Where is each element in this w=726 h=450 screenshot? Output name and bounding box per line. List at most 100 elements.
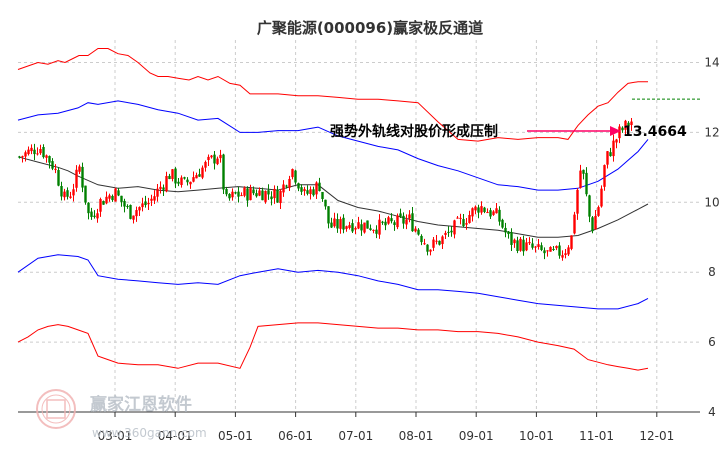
candle-body — [333, 218, 336, 227]
candle-body — [357, 222, 360, 229]
candle-body — [582, 169, 585, 174]
candle-body — [99, 199, 102, 212]
candle-body — [282, 184, 285, 193]
candle-body — [210, 155, 213, 158]
candle-body — [588, 195, 591, 217]
candle-body — [540, 245, 543, 250]
candle-body — [33, 149, 36, 155]
candle-body — [498, 209, 501, 222]
candle-body — [267, 190, 270, 195]
candle-body — [72, 189, 75, 196]
candle-body — [312, 189, 315, 196]
series-line-inner_upper — [17, 100, 649, 191]
candle-body — [528, 242, 531, 244]
candle-body — [207, 156, 210, 161]
candle-body — [591, 217, 594, 232]
candle-body — [396, 215, 399, 228]
candle-body — [330, 222, 333, 228]
candle-body — [252, 189, 255, 194]
candle-body — [552, 249, 555, 251]
candle-body — [546, 250, 549, 252]
x-tick-label: 03-01 — [98, 429, 133, 443]
candle-body — [537, 244, 540, 248]
candle-body — [615, 139, 618, 143]
candle-body — [147, 202, 150, 205]
y-tick-label: 12 — [704, 125, 719, 139]
candle-body — [483, 207, 486, 212]
candle-body — [384, 221, 387, 226]
candle-body — [249, 188, 252, 201]
candle-body — [45, 155, 48, 158]
candle-body — [609, 152, 612, 157]
candle-body — [489, 210, 492, 217]
candle-body — [138, 207, 141, 211]
candle-body — [135, 210, 138, 217]
candle-body — [627, 122, 630, 127]
x-tick-label: 09-01 — [459, 429, 494, 443]
candle-body — [201, 167, 204, 178]
candle-body — [621, 127, 624, 131]
y-tick-label: 14 — [704, 55, 719, 69]
candle-body — [309, 189, 312, 195]
y-tick-label: 6 — [708, 335, 716, 349]
candle-body — [480, 206, 483, 213]
series-line-outer_upper — [17, 48, 648, 142]
y-tick-label: 8 — [708, 265, 716, 279]
y-tick-label: 10 — [704, 195, 719, 209]
candle-body — [156, 188, 159, 197]
candle-body — [54, 168, 57, 170]
x-tick-label: 11-01 — [579, 429, 614, 443]
candle-body — [189, 181, 192, 185]
candle-body — [351, 223, 354, 232]
x-tick-label: 04-01 — [158, 429, 193, 443]
candle-body — [459, 217, 462, 219]
candle-body — [27, 149, 30, 155]
candle-body — [114, 188, 117, 202]
candle-body — [36, 153, 39, 155]
chart-title: 广聚能源(000096)赢家极反通道 — [257, 19, 483, 37]
candle-body — [456, 217, 459, 219]
candle-body — [162, 187, 165, 190]
candle-body — [132, 215, 135, 220]
watermark: 赢家江恩软件 www.360gann.com — [36, 389, 207, 440]
candle-body — [474, 206, 477, 211]
x-tick-label: 06-01 — [278, 429, 313, 443]
candle-body — [216, 158, 219, 165]
candle-body — [117, 190, 120, 196]
candle-body — [42, 146, 45, 158]
candle-body — [81, 166, 84, 188]
candle-body — [300, 187, 303, 192]
candle-body — [420, 235, 423, 243]
candle-body — [402, 215, 405, 224]
candle-body — [126, 205, 129, 207]
x-tick-label: 08-01 — [399, 429, 434, 443]
candle-body — [564, 253, 567, 255]
candle-body — [603, 165, 606, 187]
candle-body — [303, 189, 306, 192]
series-line-middle — [17, 156, 649, 238]
candle-body — [495, 208, 498, 214]
candle-body — [258, 190, 261, 196]
candle-body — [159, 186, 162, 189]
candle-body — [186, 179, 189, 183]
candle-body — [435, 240, 438, 242]
candle-body — [24, 152, 27, 157]
candle-body — [414, 228, 417, 232]
y-axis: 4 6 8 10 12 14 — [704, 55, 719, 419]
annotation-value: 13.4664 — [623, 124, 687, 140]
watermark-logo-icon — [36, 389, 76, 429]
candle-body — [417, 229, 420, 235]
candle-body — [297, 183, 300, 189]
candle-body — [93, 215, 96, 217]
candle-body — [222, 154, 225, 190]
candle-body — [366, 220, 369, 229]
candle-body — [462, 219, 465, 227]
candle-body — [468, 214, 471, 223]
candle-body — [78, 166, 81, 172]
candle-body — [180, 177, 183, 186]
candle-body — [243, 187, 246, 196]
candle-body — [507, 231, 510, 235]
candle-body — [255, 193, 258, 197]
candle-body — [123, 200, 126, 207]
